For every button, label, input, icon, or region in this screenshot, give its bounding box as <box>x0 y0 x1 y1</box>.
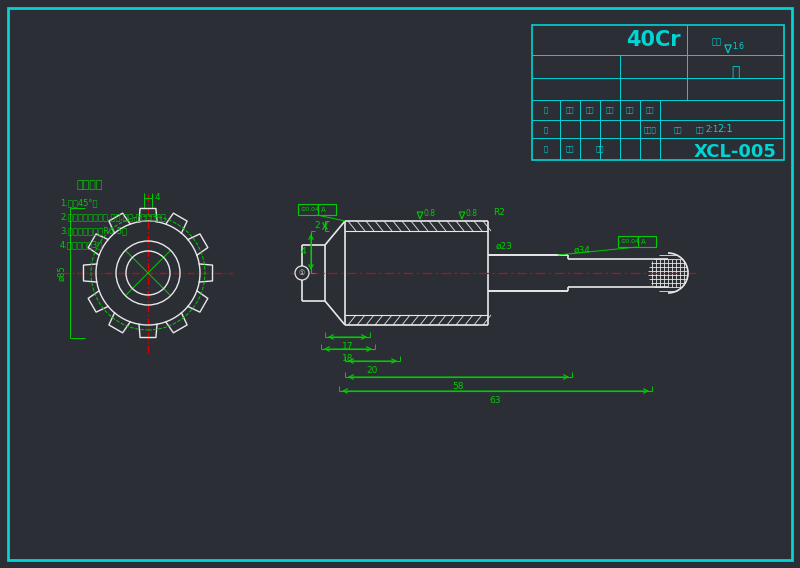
Text: 2:1: 2:1 <box>717 124 733 134</box>
Text: 材料: 材料 <box>626 107 634 113</box>
Text: 2: 2 <box>314 222 320 231</box>
Circle shape <box>295 266 309 280</box>
Text: 4.开槽深度为3。: 4.开槽深度为3。 <box>60 240 103 249</box>
Text: ø23: ø23 <box>496 242 513 251</box>
Text: 1.6: 1.6 <box>732 42 744 51</box>
Text: 58: 58 <box>453 382 464 391</box>
Text: 20: 20 <box>367 366 378 375</box>
Text: 40Cr: 40Cr <box>626 30 680 50</box>
Text: 0.8: 0.8 <box>423 208 435 218</box>
Text: 校: 校 <box>544 127 548 133</box>
Text: R2: R2 <box>493 208 505 217</box>
Text: 0.8: 0.8 <box>466 208 478 218</box>
Text: 描图: 描图 <box>566 146 574 152</box>
Text: ø85: ø85 <box>58 265 66 281</box>
Text: ø34: ø34 <box>574 246 591 255</box>
Text: 4: 4 <box>300 248 306 257</box>
Text: XCL-005: XCL-005 <box>694 143 777 161</box>
Text: 17: 17 <box>342 342 354 351</box>
Text: 技术要求: 技术要求 <box>77 180 103 190</box>
Text: ⊙0.04: ⊙0.04 <box>620 239 639 244</box>
Text: 4: 4 <box>155 194 161 203</box>
Text: 1.倒角45°。: 1.倒角45°。 <box>60 198 98 207</box>
Text: 2.轴表面不得有毛刺,裂纹,划痕,碰伤等缺陷。: 2.轴表面不得有毛刺,裂纹,划痕,碰伤等缺陷。 <box>60 212 166 221</box>
Text: 18: 18 <box>342 354 354 363</box>
Text: 数量: 数量 <box>586 107 594 113</box>
Text: 检验员: 检验员 <box>644 127 656 133</box>
Text: 单重: 单重 <box>606 107 614 113</box>
Text: ⊙0.04: ⊙0.04 <box>300 207 319 212</box>
Text: 63: 63 <box>490 396 502 405</box>
Text: 3.未注圆角半径为R0.5。: 3.未注圆角半径为R0.5。 <box>60 226 127 235</box>
Text: 标: 标 <box>544 107 548 113</box>
Text: 工: 工 <box>544 146 548 152</box>
Text: 其余: 其余 <box>712 37 722 46</box>
Text: 描校: 描校 <box>596 146 604 152</box>
Bar <box>298 204 336 215</box>
Text: 备注: 备注 <box>646 107 654 113</box>
Text: 件号: 件号 <box>566 107 574 113</box>
Bar <box>532 25 784 160</box>
Text: 2:1: 2:1 <box>706 124 718 133</box>
Text: A: A <box>641 239 646 244</box>
Bar <box>618 236 656 247</box>
Text: ①: ① <box>299 270 305 276</box>
Text: 批准: 批准 <box>696 127 704 133</box>
Text: 审核: 审核 <box>674 127 682 133</box>
Text: 轴: 轴 <box>731 65 739 79</box>
Text: A: A <box>321 207 326 212</box>
